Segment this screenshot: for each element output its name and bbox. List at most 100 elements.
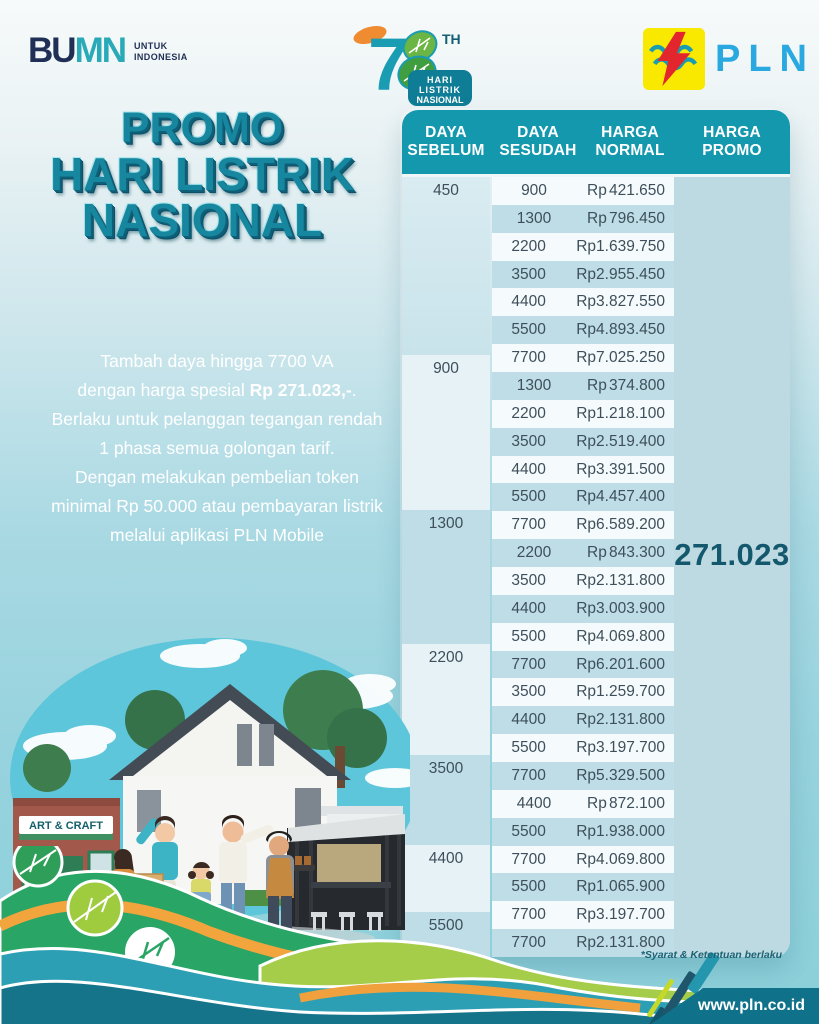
harga-normal-value: Rp 3.827.550 <box>576 293 665 311</box>
daya-sesudah-value: 7700 <box>511 906 546 924</box>
daya-sesudah-value: 4400 <box>511 711 546 729</box>
daya-sebelum-cell: 1300 <box>402 510 490 644</box>
table-row: 4400 Rp 872.100 <box>492 789 674 818</box>
harga-normal-value: Rp 3.391.500 <box>576 460 665 478</box>
daya-sesudah-value: 7700 <box>511 349 546 367</box>
table-row: 7700 Rp 6.589.200 <box>492 511 674 540</box>
title-line: HARI LISTRIK <box>49 148 355 200</box>
table-row: 1300 Rp 374.800 <box>492 372 674 400</box>
table-row: 3500 Rp 2.131.800 <box>492 567 674 595</box>
shop-sign: ART & CRAFT <box>29 820 103 832</box>
table-row: 5500 Rp 4.069.800 <box>492 622 674 651</box>
column-daya-sebelum: 450 900 1300 2200 3500 4400 5500 <box>402 177 490 957</box>
table-row: 7700 Rp 3.197.700 <box>492 901 674 930</box>
daya-sebelum-cell: 450 <box>402 177 490 355</box>
daya-sebelum-cell: 4400 <box>402 844 490 912</box>
column-header: HARGA PROMO <box>702 124 762 159</box>
daya-sesudah-value: 7700 <box>511 766 546 784</box>
table-row: 7700 Rp 4.069.800 <box>492 845 674 874</box>
harga-normal-value: Rp 4.893.450 <box>576 321 665 339</box>
table-row: 4400 Rp 2.131.800 <box>492 706 674 735</box>
daya-sesudah-value: 7700 <box>511 516 546 534</box>
daya-sesudah-value: 5500 <box>511 488 546 506</box>
pln-logo: PLN <box>643 28 815 90</box>
bumn-logo: BUMN UNTUK INDONESIA <box>28 31 188 70</box>
harga-normal-value: Rp 4.457.400 <box>576 488 665 506</box>
description-line: dengan harga spesial Rp 271.023,-. <box>77 380 357 400</box>
bumn-wordmark: BUMN <box>28 31 127 70</box>
description-line: Berlaku untuk pelanggan tegangan rendah <box>51 409 383 429</box>
flame-icon <box>353 25 387 45</box>
daya-sesudah-value: 7700 <box>511 655 546 673</box>
table-row: 2200 Rp 1.639.750 <box>492 232 674 261</box>
daya-sesudah-value: 7700 <box>511 850 546 868</box>
price-table: DAYA SEBELUM DAYA SESUDAH HARGA NORMAL HARGA PR… <box>402 110 790 957</box>
promo-price: 271.023 <box>674 537 790 572</box>
table-header: DAYA SEBELUM DAYA SESUDAH HARGA NORMAL HARGA PR… <box>402 110 790 177</box>
harga-normal-value: Rp 1.218.100 <box>576 404 665 422</box>
food-stall-illustration <box>287 814 405 931</box>
daya-sebelum-cell: 2200 <box>402 643 490 756</box>
table-row: 4400 Rp 3.827.550 <box>492 288 674 317</box>
daya-sesudah-value: 5500 <box>511 878 546 896</box>
harga-normal-value: Rp 3.003.900 <box>576 599 665 617</box>
waves-decoration <box>0 846 819 1024</box>
daya-sebelum-cell: 900 <box>402 354 490 511</box>
daya-sesudah-value: 2200 <box>516 544 552 562</box>
harga-normal-value: Rp 3.197.700 <box>576 906 665 924</box>
daya-sesudah-value: 3500 <box>511 683 546 701</box>
table-row: 7700 Rp 5.329.500 <box>492 762 674 790</box>
description-line: minimal Rp 50.000 atau pembayaran listri… <box>51 496 383 516</box>
column-daya-sesudah-harga: 900 Rp 421.650 1300 Rp 796.450 2200 Rp 1.639.750… <box>492 177 674 957</box>
daya-sesudah-value: 1300 <box>516 376 552 394</box>
table-row: 3500 Rp 2.519.400 <box>492 427 674 456</box>
daya-sesudah-value: 5500 <box>511 822 546 840</box>
description-line: 1 phasa semua golongan tarif. <box>99 438 335 458</box>
pln-emblem <box>643 28 705 90</box>
tree-icon <box>23 670 387 792</box>
harga-normal-value: Rp 4.069.800 <box>576 850 665 868</box>
harga-normal-value: Rp 843.300 <box>587 544 665 562</box>
harga-normal-value: Rp 1.639.750 <box>576 237 665 255</box>
anniversary-logo: 7 TH HARI LISTRIK NASIONAL <box>353 23 472 106</box>
table-row: 5500 Rp 1.065.900 <box>492 873 674 902</box>
daya-sesudah-value: 2200 <box>511 404 546 422</box>
daya-sesudah-value: 4400 <box>511 293 546 311</box>
website-link[interactable]: www.pln.co.id <box>698 997 805 1014</box>
daya-sesudah-value: 4400 <box>511 460 546 478</box>
daya-sesudah-value: 4400 <box>516 794 552 812</box>
daya-sesudah-value: 3500 <box>511 432 546 450</box>
harga-normal-value: Rp 2.519.400 <box>576 432 665 450</box>
daya-sebelum-cell: 3500 <box>402 755 490 845</box>
column-header: DAYA SEBELUM <box>407 124 485 159</box>
table-row: 1300 Rp 796.450 <box>492 204 674 233</box>
table-row: 7700 Rp 2.131.800 <box>492 929 674 957</box>
harga-normal-value: Rp 374.800 <box>587 376 665 394</box>
promo-price-panel: 271.023 <box>674 177 790 957</box>
promo-description: Tambah daya hingga 7700 VA dengan harga s… <box>36 347 398 550</box>
table-row: 3500 Rp 2.955.450 <box>492 260 674 289</box>
daya-sesudah-value: 4400 <box>511 599 546 617</box>
table-row: 4400 Rp 3.003.900 <box>492 594 674 623</box>
svg-text:NASIONAL: NASIONAL <box>417 95 465 105</box>
anniversary-badge: HARI LISTRIK NASIONAL <box>408 70 472 106</box>
title-line: PROMO <box>120 104 284 152</box>
daya-sesudah-value: 900 <box>521 181 547 199</box>
column-header: DAYA SESUDAH <box>499 124 577 159</box>
daya-sesudah-value: 5500 <box>511 739 546 757</box>
daya-sesudah-value: 5500 <box>511 321 546 339</box>
description-line: melalui aplikasi PLN Mobile <box>110 525 324 545</box>
description-line: Tambah daya hingga 7700 VA <box>100 351 334 371</box>
harga-normal-value: Rp 4.069.800 <box>576 627 665 645</box>
harga-normal-value: Rp 6.589.200 <box>576 516 665 534</box>
daya-sesudah-value: 3500 <box>511 265 546 283</box>
table-row: 3500 Rp 1.259.700 <box>492 678 674 707</box>
harga-normal-value: Rp 872.100 <box>587 794 665 812</box>
description-line: Dengan melakukan pembelian token <box>74 467 360 487</box>
bumn-tagline: UNTUK INDONESIA <box>134 41 188 62</box>
harga-normal-value: Rp 2.131.800 <box>576 711 665 729</box>
table-row: 2200 Rp 1.218.100 <box>492 399 674 428</box>
terms-footnote: *Syarat & Ketentuan berlaku <box>640 949 782 961</box>
table-body: 450 900 1300 2200 3500 4400 5500 900 Rp 421.650 1… <box>402 177 790 957</box>
harga-normal-value: Rp 6.201.600 <box>576 655 665 673</box>
